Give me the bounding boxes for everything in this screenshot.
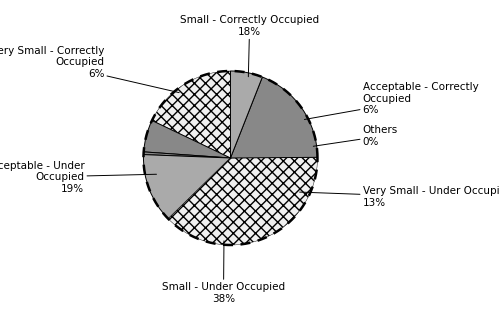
Wedge shape [144,120,231,158]
Text: Small - Under Occupied
38%: Small - Under Occupied 38% [162,241,285,304]
Wedge shape [168,157,318,245]
Text: Small - Correctly Occupied
18%: Small - Correctly Occupied 18% [180,15,319,77]
Wedge shape [144,152,231,158]
Wedge shape [230,77,318,158]
Wedge shape [230,71,262,158]
Text: Acceptable - Under
Occupied
19%: Acceptable - Under Occupied 19% [0,161,156,194]
Text: Very Small - Under Occupied
13%: Very Small - Under Occupied 13% [300,186,500,208]
Text: Very Small - Correctly
Occupied
6%: Very Small - Correctly Occupied 6% [0,46,179,93]
Text: Acceptable - Correctly
Occupied
6%: Acceptable - Correctly Occupied 6% [304,82,478,119]
Wedge shape [144,155,231,219]
Text: Others
0%: Others 0% [314,125,398,147]
Wedge shape [152,71,230,158]
